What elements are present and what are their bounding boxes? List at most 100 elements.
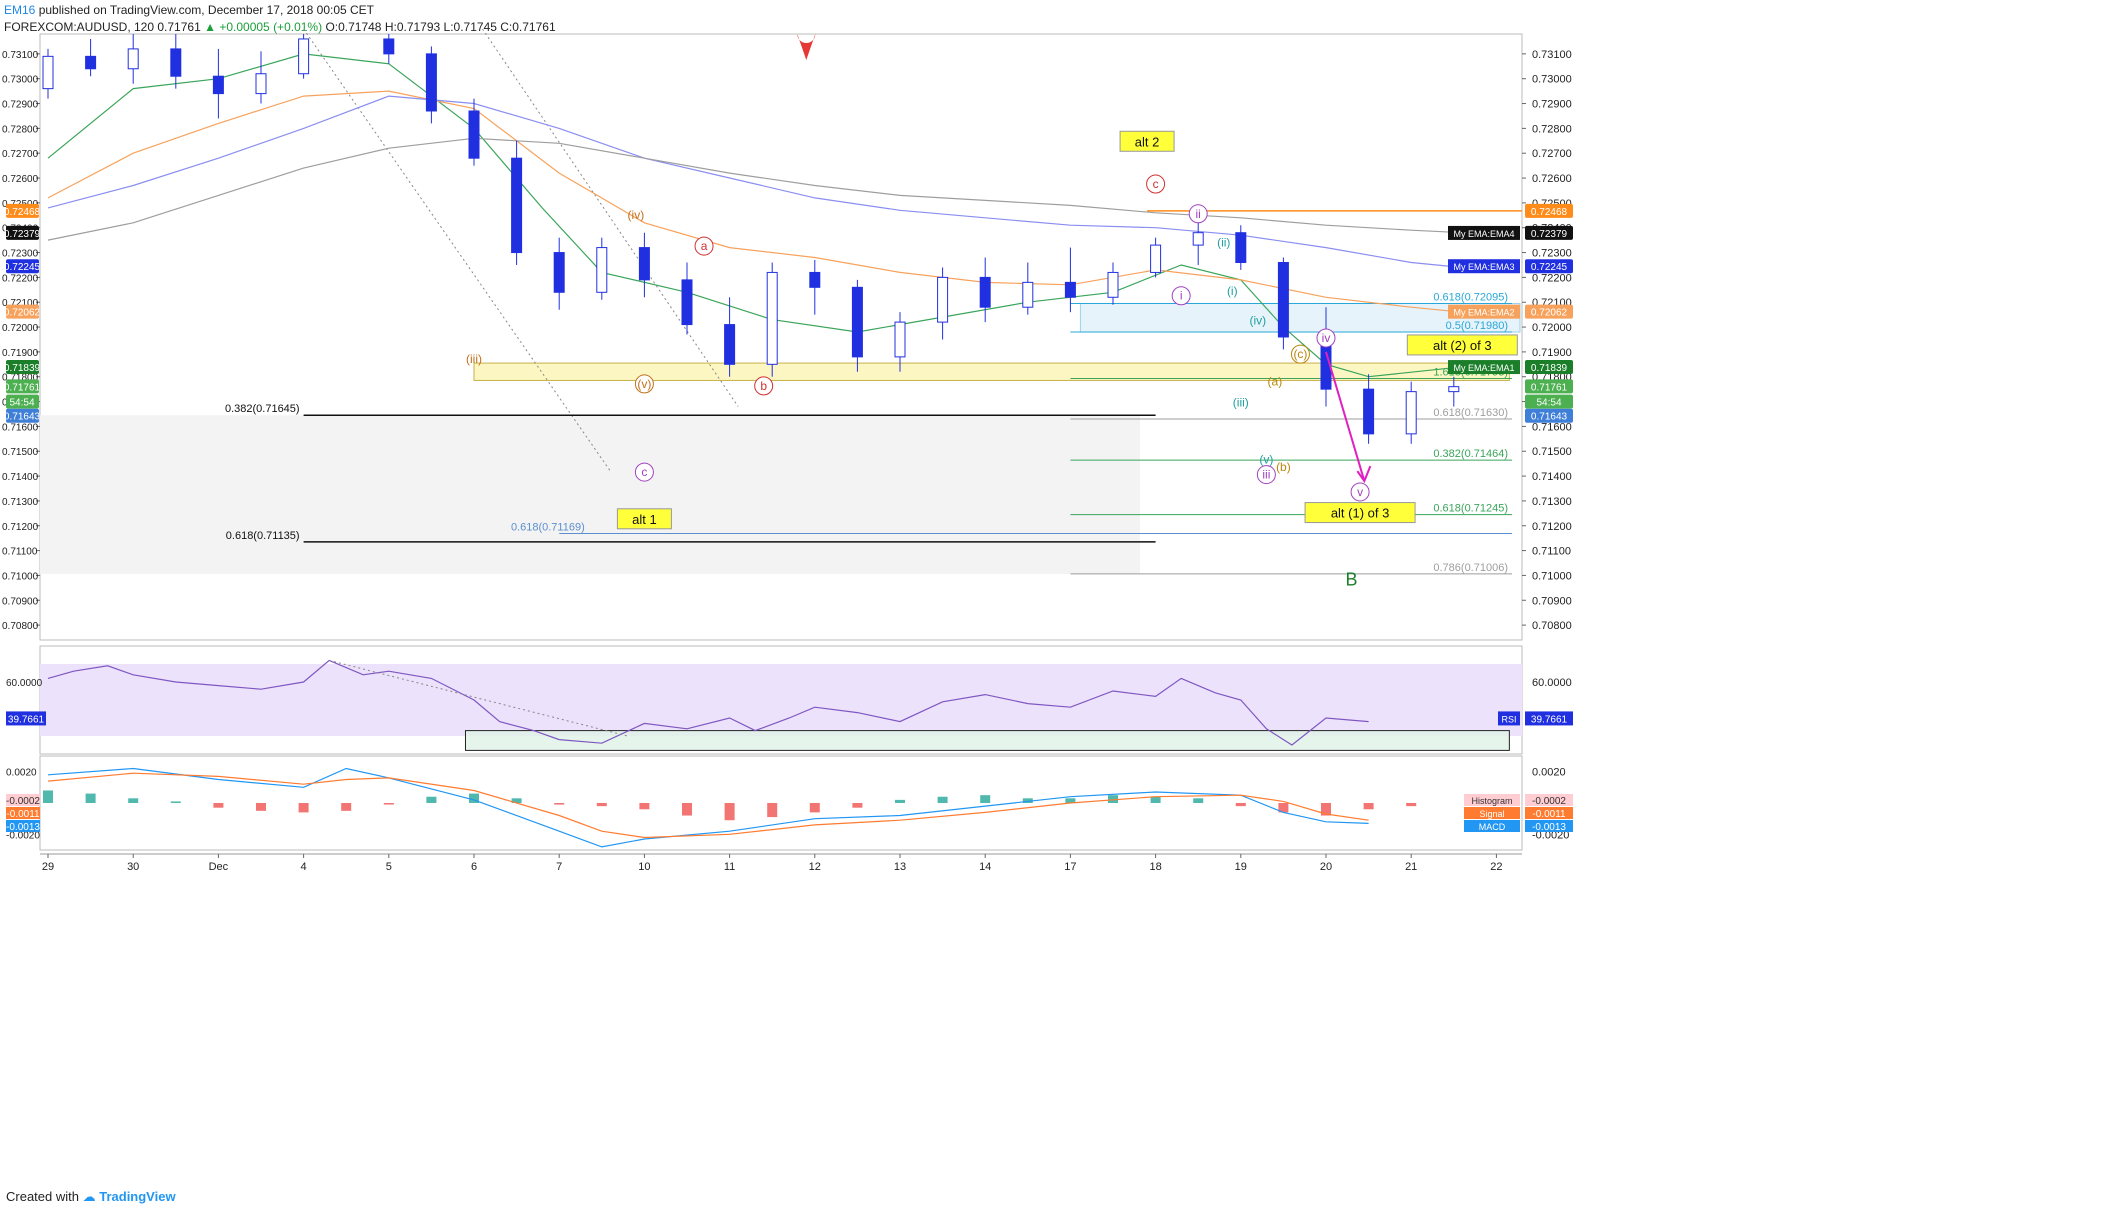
wave-label: (v) xyxy=(637,377,651,391)
wave-labels: (iii) (iv) (v) a b c c ii (ii) i (i) (iv) iv (c) (a) (i… xyxy=(466,174,1370,502)
tradingview-brand[interactable]: TradingView xyxy=(99,1189,176,1204)
footer: Created with ☁ TradingView xyxy=(6,1189,176,1205)
price-tick-label: 0.72300 xyxy=(1532,248,1572,260)
wave-label: (iv) xyxy=(628,208,645,222)
rsi-support-box xyxy=(464,730,1510,751)
macd-histogram-bar xyxy=(1193,798,1204,803)
price-tag-left-text: 0.72245 xyxy=(4,262,41,273)
price-tick-label: 0.72700 xyxy=(1532,148,1572,160)
price-tick-label-left: 0.71300 xyxy=(2,497,39,508)
price-tags: 0.72468 0.72379 0.72245 0.72062 0.71839 0.717… xyxy=(4,203,1573,423)
candle-body xyxy=(127,48,139,70)
price-tick-label-left: 0.70900 xyxy=(2,596,39,607)
macd-name-tag xyxy=(1464,807,1520,819)
arrow-head-icon xyxy=(1356,465,1372,484)
price-tag-left xyxy=(6,259,39,274)
fib-label: 0.618(0.71245) xyxy=(1433,503,1508,515)
macd-histogram-bar xyxy=(213,803,224,808)
time-tick-label: 20 xyxy=(1320,861,1332,873)
candle-body xyxy=(1277,261,1289,338)
ema-line xyxy=(47,95,1463,269)
fib-label: 0.786(0.71006) xyxy=(1433,562,1508,574)
price-change: +0.00005 (+0.01%) xyxy=(219,20,323,34)
price-tick-label-left: 0.71500 xyxy=(2,447,39,458)
time-tick-label: 10 xyxy=(638,861,650,873)
price-tag-right-text: 0.71761 xyxy=(1531,382,1568,393)
support-zone-yellow xyxy=(473,362,1510,381)
fib-label: 0.618(0.71169) xyxy=(511,521,585,533)
macd-histogram-bar xyxy=(43,790,53,803)
wave-label: v xyxy=(1357,485,1363,499)
price-tick-label: 0.72600 xyxy=(1532,173,1572,185)
candle-body xyxy=(979,276,991,308)
projection-arrow xyxy=(1325,351,1366,482)
rsi-trendline xyxy=(329,659,628,737)
wave-label: (v) xyxy=(1259,453,1273,467)
macd-name-tag xyxy=(1464,820,1520,832)
price-tag-left xyxy=(6,225,39,240)
price-tick-label: 0.72200 xyxy=(1532,272,1572,284)
author-link[interactable]: EM16 xyxy=(4,3,36,17)
macd-histogram-bar xyxy=(682,803,692,816)
macd-histogram-bar xyxy=(298,803,309,813)
rsi-band xyxy=(40,664,1522,736)
time-tick-label: 21 xyxy=(1405,861,1417,873)
macd-histogram-bar xyxy=(426,796,437,803)
wave-label: (a) xyxy=(1268,374,1283,388)
price-tag-left-text: 0.71643 xyxy=(4,412,41,423)
price-tag-left-text: 0.71839 xyxy=(4,363,41,374)
price-tick-label: 0.70900 xyxy=(1532,595,1572,607)
wave-label: (ii) xyxy=(1217,235,1230,249)
macd-line xyxy=(47,767,1369,848)
macd-histogram-bar xyxy=(1150,796,1161,803)
time-tick-label: 13 xyxy=(894,861,906,873)
scenario-box xyxy=(616,508,672,530)
macd-histogram-bar xyxy=(937,796,948,803)
price-tick-label-left: 0.73100 xyxy=(2,50,39,61)
candle-body xyxy=(212,75,224,95)
price-tick-label: 0.71600 xyxy=(1532,421,1572,433)
wave-B-label: B xyxy=(1346,569,1358,589)
scenario-label: alt 1 xyxy=(632,512,657,527)
price-tag-left xyxy=(6,379,39,394)
candle-body xyxy=(553,252,565,293)
price-tick-label: 0.71300 xyxy=(1532,496,1572,508)
candle-body xyxy=(1405,391,1417,435)
macd-frame xyxy=(39,755,1523,851)
macd-histogram-bar xyxy=(85,793,96,803)
wave-circle xyxy=(634,462,654,482)
price-tag-right-text: 54:54 xyxy=(1536,398,1561,409)
wave-label: (iii) xyxy=(1233,396,1249,410)
wave-circle xyxy=(1171,286,1191,306)
macd-histogram-bar xyxy=(639,803,650,810)
price-tick-label-left: 0.72000 xyxy=(2,323,39,334)
candle-body xyxy=(255,73,267,95)
macd-histogram-bar xyxy=(469,793,479,803)
price-tick-label-left: 0.71000 xyxy=(2,571,39,582)
fib-label: 0.5(0.71980) xyxy=(1446,320,1508,332)
scenario-label: alt 2 xyxy=(1135,134,1160,149)
candle-body xyxy=(170,48,182,77)
price-tag-right-text: 0.72062 xyxy=(1531,308,1568,319)
macd-value: -0.0013 xyxy=(1532,822,1566,833)
candle-body xyxy=(724,324,736,365)
price-tick-label-left: 0.71800 xyxy=(2,373,39,384)
wave-circle xyxy=(694,236,714,256)
macd-value-left: -0.0011 xyxy=(6,809,40,820)
signal-line xyxy=(47,772,1369,839)
price-tag-right-text: 0.71839 xyxy=(1531,363,1568,374)
fib-shade-zone xyxy=(40,415,1140,574)
macd-tick-label: 0.0020 xyxy=(1532,767,1566,779)
time-tick-label: 12 xyxy=(809,861,821,873)
time-tick-label: 4 xyxy=(301,861,307,873)
wave-label: iii xyxy=(1262,468,1270,482)
macd-tick-label: -0.0020 xyxy=(1532,829,1569,841)
macd-value-tag xyxy=(1525,807,1573,819)
candles xyxy=(42,34,1460,444)
wave-label: iv xyxy=(1322,331,1331,345)
candle-body xyxy=(1022,281,1034,308)
candle-body xyxy=(1363,388,1375,435)
macd-histogram-bar xyxy=(852,803,863,808)
wave-label: (b) xyxy=(1276,460,1291,474)
